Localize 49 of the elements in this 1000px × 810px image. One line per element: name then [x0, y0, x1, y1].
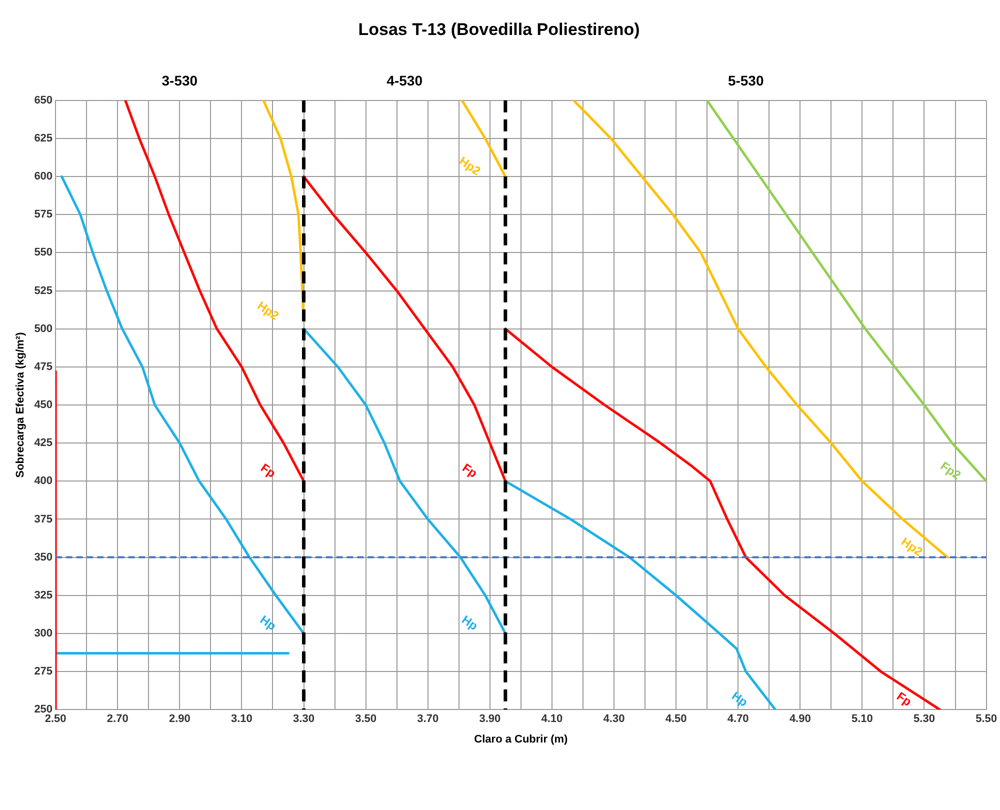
- x-tick-label: 5.30: [914, 713, 935, 726]
- text: 3-530: [162, 72, 198, 88]
- text: Hp: [729, 688, 750, 710]
- x-tick-label: 4.50: [665, 713, 687, 726]
- x-tick-label: 3.70: [417, 713, 439, 726]
- y-tick-label: 625: [34, 132, 53, 145]
- text: Hp: [258, 612, 279, 634]
- text: Fp: [894, 689, 914, 709]
- x-tick-label: 3.50: [355, 713, 377, 726]
- x-tick-label: 2.50: [44, 713, 66, 726]
- chart-title: Losas T-13 (Bovedilla Poliestireno): [358, 20, 640, 39]
- text: 5-530: [728, 72, 764, 88]
- x-tick-label: 4.30: [603, 713, 625, 726]
- y-tick-label: 500: [34, 322, 53, 335]
- text: Hp2: [254, 298, 282, 324]
- text: Hp2: [898, 534, 926, 560]
- y-tick-label: 250: [34, 704, 53, 716]
- y-tick-label: 300: [34, 627, 53, 640]
- x-tick-label: 3.30: [293, 713, 314, 726]
- x-tick-label: 2.70: [106, 713, 128, 726]
- text: Hp: [459, 612, 480, 634]
- text: 4-530: [386, 72, 423, 88]
- text: Fp: [258, 460, 278, 480]
- y-tick-label: 525: [34, 284, 53, 297]
- y-tick-label: 400: [34, 475, 53, 488]
- y-axis-title: Sobrecarga Efectiva (kg/m²): [14, 332, 27, 478]
- y-tick-label: 275: [34, 666, 53, 678]
- x-axis-title: Claro a Cubrir (m): [474, 733, 568, 746]
- x-tick-label: 4.70: [727, 713, 749, 726]
- x-tick-label: 4.10: [541, 713, 563, 726]
- text: Fp: [460, 460, 480, 480]
- y-tick-label: 575: [34, 208, 53, 221]
- x-tick-label: 5.10: [851, 713, 873, 726]
- x-tick-label: 4.90: [789, 713, 811, 726]
- y-tick-label: 325: [34, 589, 53, 602]
- y-tick-label: 475: [34, 360, 53, 373]
- x-tick-label: 3.90: [479, 713, 501, 726]
- y-tick-label: 450: [34, 399, 53, 412]
- y-tick-label: 375: [34, 513, 53, 526]
- x-tick-label: 2.90: [168, 713, 190, 726]
- y-tick-label: 550: [34, 246, 53, 259]
- y-tick-label: 425: [34, 437, 53, 450]
- y-tick-label: 600: [34, 170, 53, 183]
- x-tick-label: 5.50: [976, 713, 998, 726]
- text: Fp2: [938, 458, 964, 483]
- x-tick-label: 3.10: [230, 713, 252, 726]
- text: Hp2: [456, 154, 484, 178]
- y-tick-label: 650: [34, 94, 53, 106]
- y-tick-label: 350: [34, 551, 53, 564]
